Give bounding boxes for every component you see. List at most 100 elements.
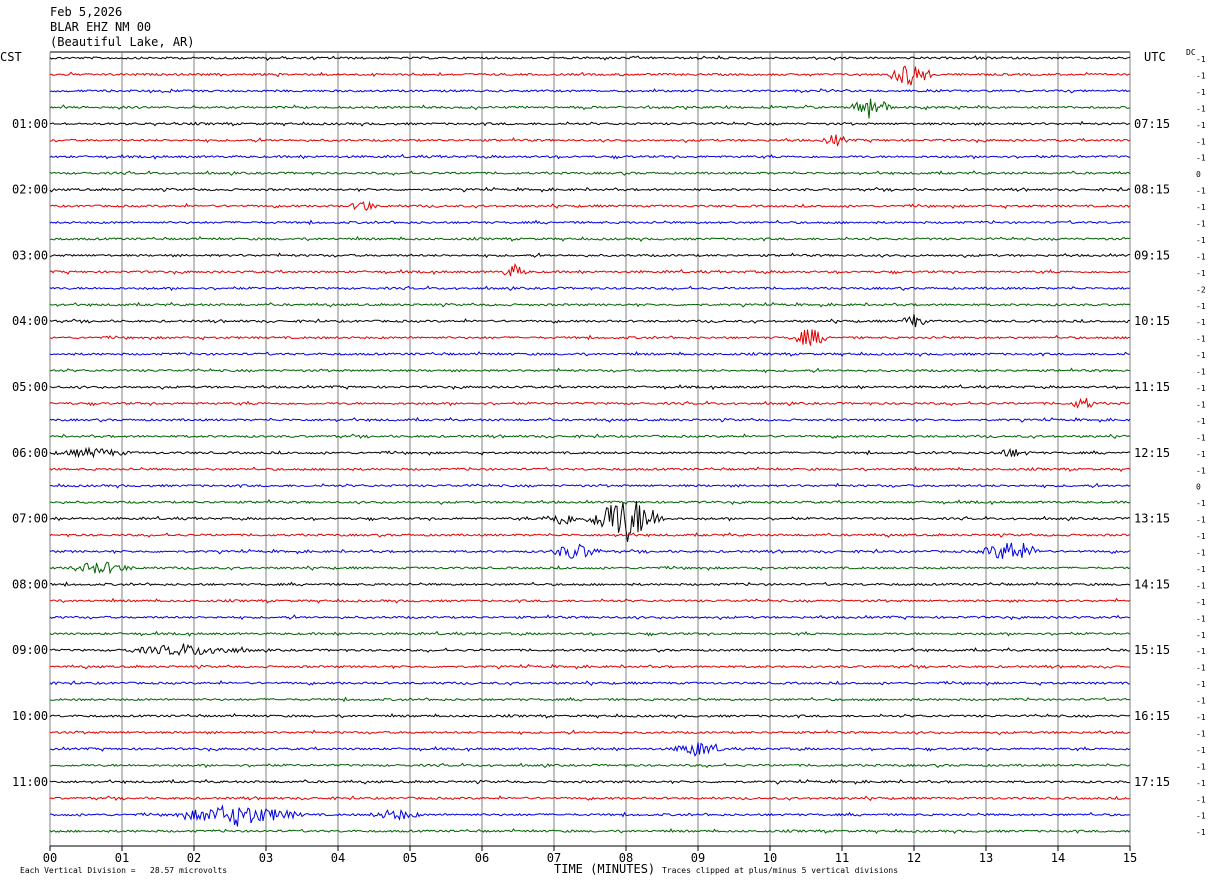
dc-offset-label-8: 0 <box>1196 170 1201 179</box>
x-tick-label-01: 01 <box>115 851 129 865</box>
right-hour-label-08:15: 08:15 <box>1134 183 1170 197</box>
dc-header-label: DC <box>1186 48 1196 57</box>
trace-line-33 <box>49 581 1131 588</box>
trace-line-35 <box>49 614 1131 621</box>
x-tick-label-08: 08 <box>619 851 633 865</box>
dc-offset-label-33: -1 <box>1196 581 1206 590</box>
dc-offset-label-32: -1 <box>1196 565 1206 574</box>
trace-line-13 <box>49 252 1131 259</box>
dc-offset-label-17: -1 <box>1196 318 1206 327</box>
right-hour-label-15:15: 15:15 <box>1134 643 1170 657</box>
x-tick-label-11: 11 <box>835 851 849 865</box>
dc-offset-label-31: -1 <box>1196 549 1206 558</box>
station-title: BLAR EHZ NM 00 <box>50 20 152 34</box>
right-hour-label-12:15: 12:15 <box>1134 446 1170 460</box>
trace-line-26 <box>49 466 1131 473</box>
dc-offset-label-45: -1 <box>1196 779 1206 788</box>
right-hour-label-10:15: 10:15 <box>1134 314 1170 328</box>
trace-line-37 <box>49 643 1131 657</box>
trace-line-34 <box>50 597 1131 604</box>
x-tick-label-15: 15 <box>1123 851 1137 865</box>
dc-offset-label-39: -1 <box>1196 680 1206 689</box>
trace-line-29 <box>49 501 1131 542</box>
left-hour-label-10:00: 10:00 <box>12 709 48 723</box>
dc-offset-label-27: 0 <box>1196 483 1201 492</box>
dc-offset-label-4: -1 <box>1196 104 1206 113</box>
right-hour-label-14:15: 14:15 <box>1134 577 1170 591</box>
trace-line-17 <box>49 314 1131 328</box>
right-hour-label-07:15: 07:15 <box>1134 117 1170 131</box>
dc-offset-label-20: -1 <box>1196 368 1206 377</box>
x-tick-label-13: 13 <box>979 851 993 865</box>
left-timezone-label: CST <box>0 50 22 64</box>
x-tick-label-00: 00 <box>43 851 57 865</box>
trace-line-27 <box>49 482 1131 489</box>
trace-line-38 <box>49 663 1131 670</box>
axis-labels: -1 -1 -1 -1 -1 -1 -1 0 -1 -1 -1 -1 -1 -1 -2 -1 -1 -1 -1 -1 -… <box>12 55 1206 837</box>
x-tick-label-14: 14 <box>1051 851 1065 865</box>
trace-line-5 <box>49 120 1131 127</box>
trace-line-10 <box>49 200 1131 211</box>
dc-offset-label-24: -1 <box>1196 433 1206 442</box>
right-hour-label-09:15: 09:15 <box>1134 248 1170 262</box>
trace-line-30 <box>49 532 1131 538</box>
trace-line-41 <box>49 712 1131 719</box>
x-tick-label-04: 04 <box>331 851 345 865</box>
dc-offset-label-11: -1 <box>1196 220 1206 229</box>
dc-offset-label-6: -1 <box>1196 137 1206 146</box>
seismic-traces <box>49 55 1131 835</box>
x-axis-title: TIME (MINUTES) <box>554 862 656 876</box>
x-tick-label-07: 07 <box>547 851 561 865</box>
left-hour-label-04:00: 04:00 <box>12 314 48 328</box>
dc-offset-label-40: -1 <box>1196 697 1206 706</box>
right-timezone-label: UTC <box>1144 50 1166 64</box>
trace-line-16 <box>49 301 1131 308</box>
dc-offset-label-35: -1 <box>1196 614 1206 623</box>
left-hour-label-02:00: 02:00 <box>12 183 48 197</box>
trace-line-9 <box>49 186 1131 193</box>
x-tick-label-05: 05 <box>403 851 417 865</box>
dc-offset-label-2: -1 <box>1196 71 1206 80</box>
dc-offset-label-26: -1 <box>1196 466 1206 475</box>
dc-offset-label-37: -1 <box>1196 647 1206 656</box>
dc-offset-label-43: -1 <box>1196 746 1206 755</box>
trace-line-48 <box>49 828 1131 835</box>
trace-line-31 <box>49 542 1131 559</box>
left-hour-label-05:00: 05:00 <box>12 380 48 394</box>
dc-offset-label-7: -1 <box>1196 154 1206 163</box>
right-hour-label-17:15: 17:15 <box>1134 775 1170 789</box>
trace-line-4 <box>49 98 1131 119</box>
location-title: (Beautiful Lake, AR) <box>50 35 195 49</box>
trace-line-2 <box>49 65 1131 86</box>
x-tick-label-09: 09 <box>691 851 705 865</box>
trace-line-45 <box>49 778 1130 785</box>
x-tick-label-03: 03 <box>259 851 273 865</box>
trace-line-11 <box>49 219 1131 226</box>
left-hour-label-03:00: 03:00 <box>12 248 48 262</box>
x-tick-label-10: 10 <box>763 851 777 865</box>
dc-offset-label-48: -1 <box>1196 828 1206 837</box>
dc-offset-label-9: -1 <box>1196 187 1206 196</box>
dc-offset-label-1: -1 <box>1196 55 1206 64</box>
trace-line-42 <box>49 729 1131 736</box>
dc-offset-label-3: -1 <box>1196 88 1206 97</box>
trace-line-25 <box>49 446 1131 459</box>
trace-line-14 <box>49 262 1131 277</box>
trace-line-6 <box>49 134 1131 147</box>
clip-note: Traces clipped at plus/minus 5 vertical … <box>662 866 899 875</box>
scale-note: Each Vertical Division = 28.57 microvolt… <box>20 866 228 875</box>
trace-line-32 <box>49 561 1131 575</box>
dc-offset-label-22: -1 <box>1196 400 1206 409</box>
trace-line-19 <box>49 351 1131 358</box>
trace-line-43 <box>50 742 1131 757</box>
x-tick-label-12: 12 <box>907 851 921 865</box>
right-hour-label-16:15: 16:15 <box>1134 709 1170 723</box>
dc-offset-label-12: -1 <box>1196 236 1206 245</box>
dc-offset-label-13: -1 <box>1196 252 1206 261</box>
dc-offset-label-42: -1 <box>1196 729 1206 738</box>
trace-line-12 <box>49 235 1131 242</box>
dc-offset-label-5: -1 <box>1196 121 1206 130</box>
trace-line-20 <box>49 367 1131 374</box>
trace-line-7 <box>49 153 1131 160</box>
